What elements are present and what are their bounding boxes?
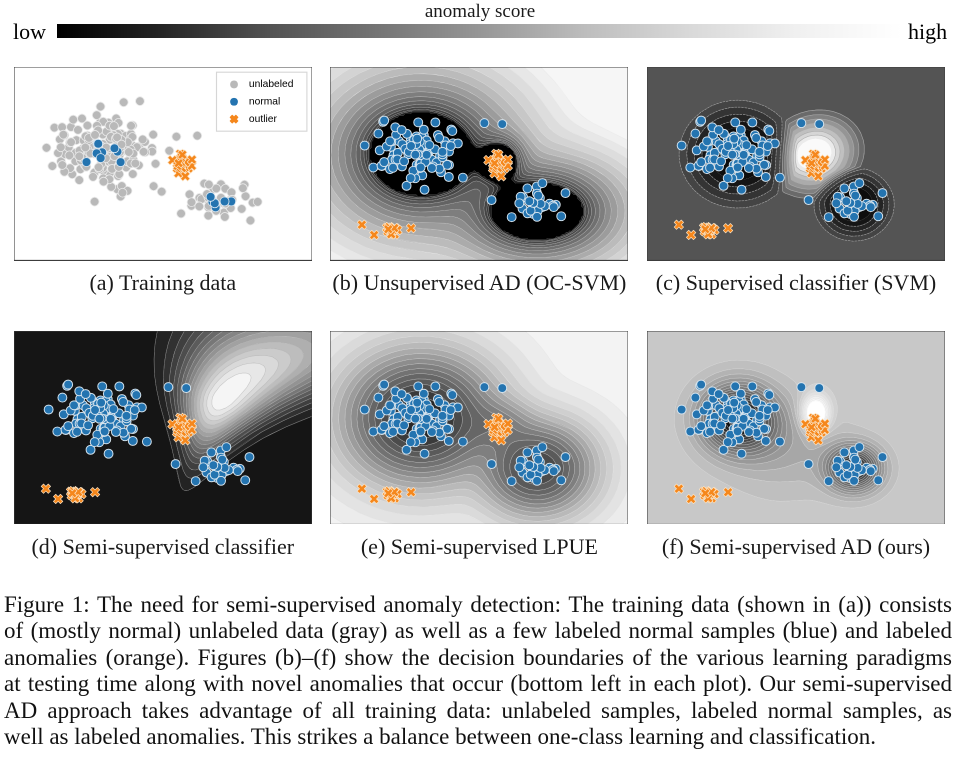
svg-text:normal: normal xyxy=(249,96,280,107)
svg-text:unlabeled: unlabeled xyxy=(249,79,294,90)
svg-text:outlier: outlier xyxy=(249,114,278,125)
